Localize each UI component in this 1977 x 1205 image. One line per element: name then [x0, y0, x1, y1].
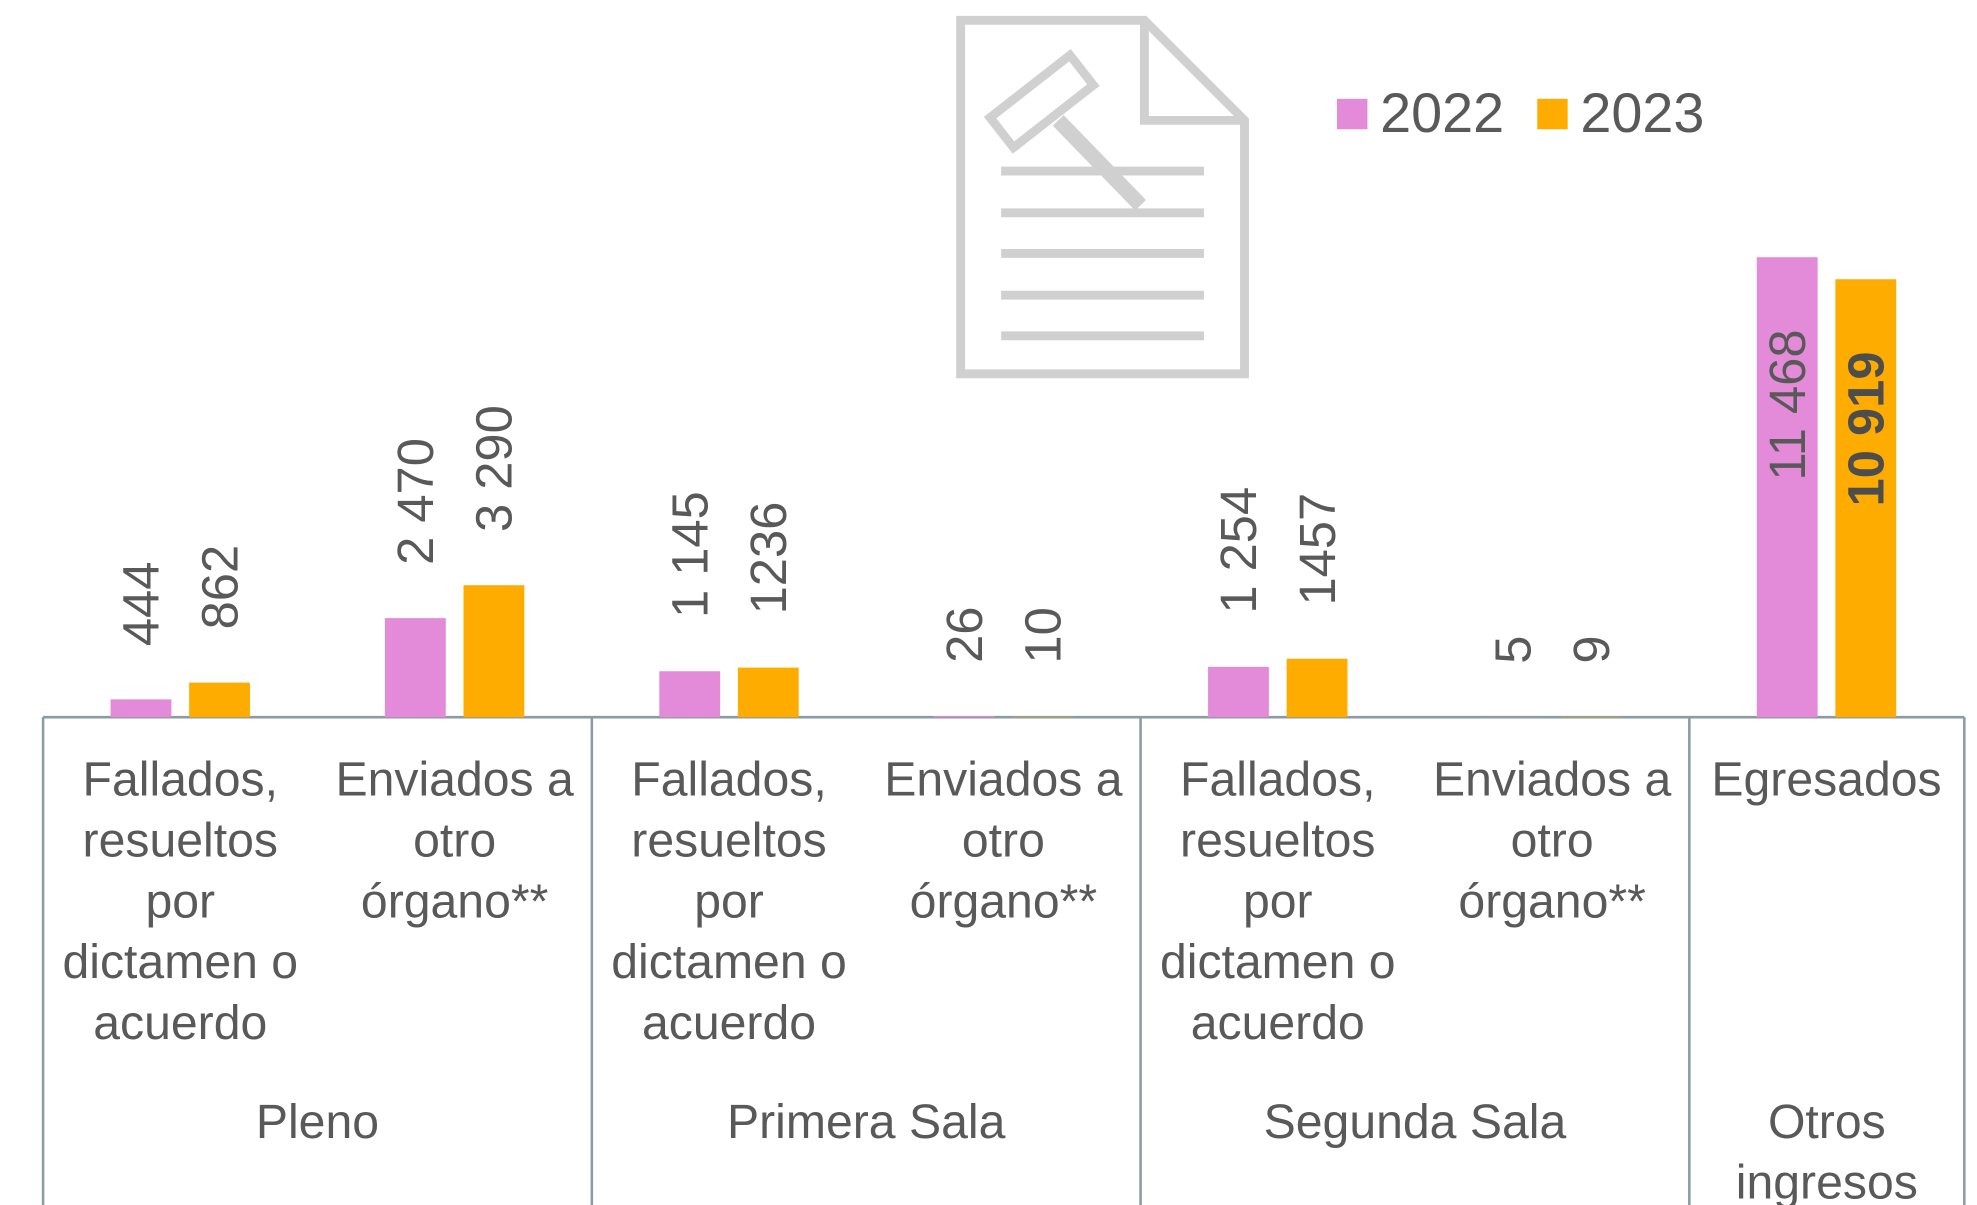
value-label: 26 [936, 607, 993, 663]
legend-label: 2022 [1380, 82, 1504, 144]
x-tick-label-box: Fallados, resueltos por dictamen o acuer… [611, 753, 847, 1051]
value-label: 5 [1485, 636, 1542, 664]
value-label: 1 145 [661, 491, 718, 618]
bar [933, 716, 995, 718]
value-label: 10 [1014, 607, 1071, 663]
x-tick-label-box: Egresados [1711, 753, 1942, 808]
x-tick-label: Egresados [1711, 753, 1942, 808]
bar [1286, 658, 1348, 718]
bar [110, 699, 172, 718]
x-tick-label: Fallados, resueltos por dictamen o acuer… [62, 753, 299, 1051]
x-tick-label: Fallados, resueltos por dictamen o acuer… [1159, 753, 1396, 1051]
group-label: Primera Sala [727, 1096, 1006, 1150]
value-label: 1236 [740, 502, 797, 615]
bar [1835, 279, 1897, 718]
legend-label: 2023 [1580, 82, 1704, 144]
bar [189, 682, 250, 718]
group-label-box: Segunda Sala [1263, 1096, 1567, 1150]
bar [737, 667, 799, 718]
x-tick-label: Enviados a otro órgano** [335, 753, 574, 929]
value-label: 862 [191, 545, 248, 630]
x-tick-label-box: Enviados a otro órgano** [335, 753, 574, 929]
document-icon [956, 15, 1249, 379]
value-label: 11 468 [1759, 329, 1816, 480]
value-label: 1 254 [1210, 487, 1267, 614]
group-label: Otros ingresos [1735, 1096, 1918, 1205]
value-label: 3 290 [466, 405, 523, 532]
x-tick-label-box: Fallados, resueltos por dictamen o acuer… [1159, 753, 1396, 1051]
bar [659, 671, 721, 718]
value-label: 10 919 [1838, 351, 1895, 506]
group-label: Segunda Sala [1263, 1096, 1567, 1150]
x-tick-label-box: Enviados a otro órgano** [884, 753, 1123, 929]
x-tick-label-box: Enviados a otro órgano** [1432, 753, 1672, 929]
value-label: 1457 [1289, 493, 1346, 606]
legend-swatch [1537, 98, 1568, 130]
bar [384, 618, 446, 718]
value-label: 9 [1563, 635, 1620, 663]
group-label: Pleno [255, 1096, 380, 1150]
group-label-box: Primera Sala [727, 1096, 1006, 1150]
group-label-box: Otros ingresos [1735, 1096, 1918, 1205]
bar [1208, 666, 1269, 718]
value-label: 2 470 [387, 438, 444, 565]
x-tick-label: Enviados a otro órgano** [1432, 753, 1672, 929]
x-tick-label: Enviados a otro órgano** [884, 753, 1123, 929]
x-tick-label: Fallados, resueltos por dictamen o acuer… [611, 753, 847, 1051]
legend-swatch [1337, 98, 1368, 130]
bar [1756, 257, 1818, 718]
value-label: 444 [113, 562, 170, 647]
x-tick-label-box: Fallados, resueltos por dictamen o acuer… [62, 753, 299, 1051]
bar [463, 585, 525, 718]
group-label-box: Pleno [255, 1096, 380, 1150]
